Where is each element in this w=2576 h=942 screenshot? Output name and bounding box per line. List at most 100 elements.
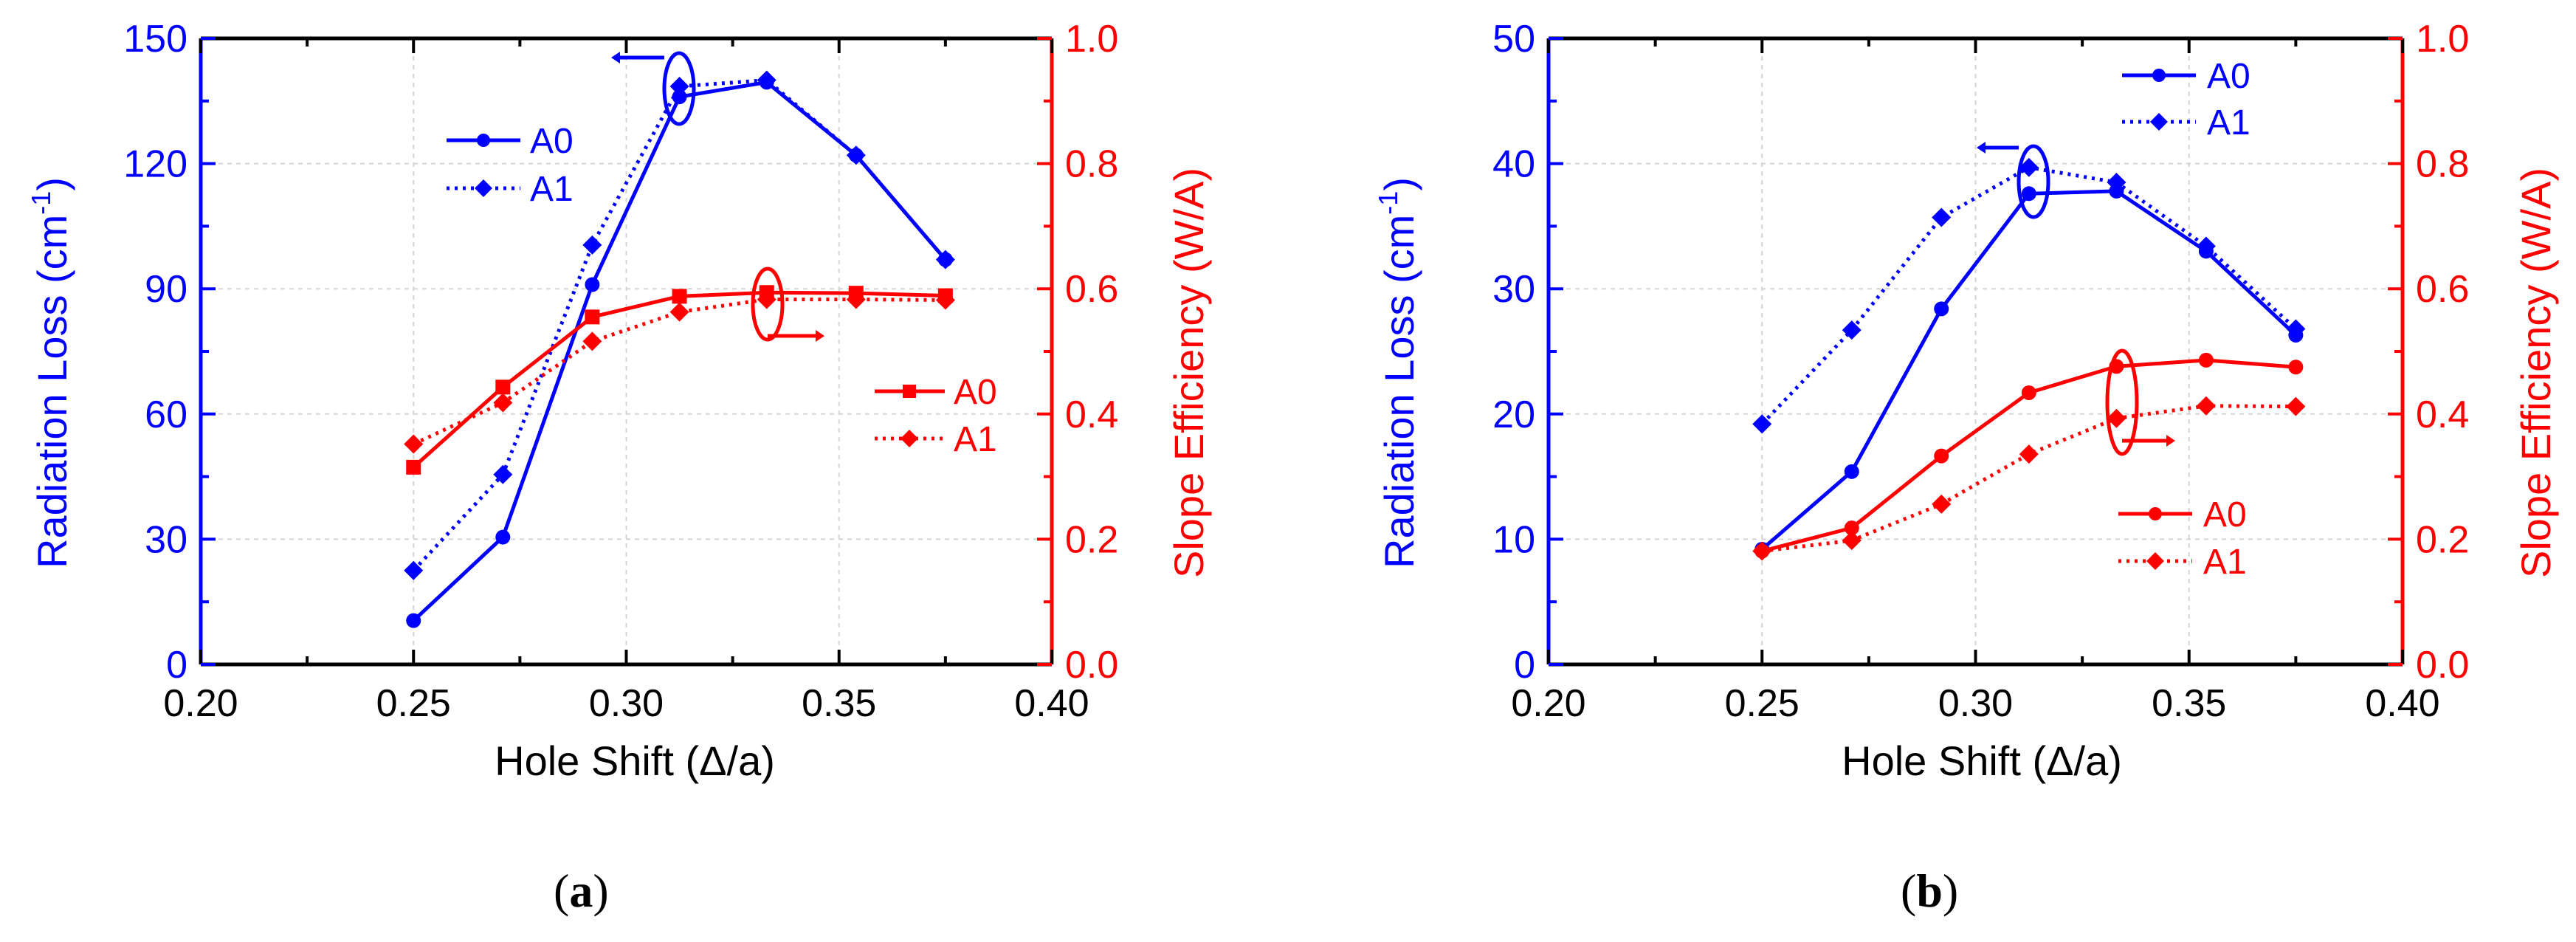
y-left-tick-label: 20: [1492, 393, 1535, 436]
legend-blue: A0 A1: [447, 122, 574, 209]
data-point: [1842, 320, 1862, 340]
legend-label-a0-blue: A0: [2207, 57, 2250, 96]
y-axis-label-left: Radiation Loss (cm-1): [26, 177, 75, 568]
data-point: [1842, 531, 1862, 551]
data-point: [669, 302, 689, 322]
data-point: [2286, 319, 2306, 339]
data-point: [585, 277, 600, 292]
data-point: [1752, 414, 1772, 434]
data-point: [493, 393, 513, 413]
legend-marker-circle: [477, 134, 490, 147]
caption-b: (b): [1901, 864, 1959, 917]
legend-marker-circle: [2152, 69, 2166, 82]
left-axis-indicator: [611, 51, 696, 126]
series-right-a1-dotted: [404, 289, 955, 454]
legend-label-a0-blue: A0: [530, 122, 574, 161]
x-tick-label: 0.20: [1511, 682, 1585, 725]
y-right-tick-label: 0.4: [1065, 393, 1118, 436]
right-axis-indicator: [2105, 348, 2175, 456]
series-layer: [404, 70, 955, 628]
data-point: [846, 145, 866, 165]
legend-label-a1-blue: A1: [530, 170, 574, 209]
y-left-tick-label: 30: [145, 518, 187, 561]
data-point: [2196, 236, 2216, 256]
data-point: [585, 309, 600, 325]
data-point: [404, 560, 424, 580]
y-right-tick-label: 0.2: [1065, 518, 1118, 561]
y-left-label-base: Radiation Loss (cm: [1376, 215, 1422, 568]
x-axis-label: Hole Shift (Δ/a): [1842, 738, 2122, 784]
x-tick-label: 0.40: [1014, 682, 1089, 725]
grid-lines: [1548, 38, 2403, 665]
data-point: [2288, 360, 2304, 375]
data-point: [1934, 448, 1949, 464]
legend-label-a1-red: A1: [954, 420, 997, 459]
y-axis-label-right: Slope Efficiency (W/A): [2513, 168, 2559, 578]
x-tick-label: 0.30: [589, 682, 664, 725]
legend-marker-diamond: [2146, 552, 2164, 570]
y-right-tick-label: 0.4: [2416, 393, 2469, 436]
data-point: [2019, 444, 2039, 464]
data-point: [1932, 494, 1952, 514]
data-point: [582, 331, 602, 351]
series-left-a1-dotted: [1752, 157, 2306, 434]
y-left-label-close: ): [29, 177, 75, 191]
legend-label-a1-blue: A1: [2207, 103, 2250, 142]
data-point: [406, 459, 421, 475]
data-point: [2286, 396, 2306, 416]
x-axis-label: Hole Shift (Δ/a): [495, 738, 775, 784]
legend-marker-diamond: [475, 179, 492, 197]
y-left-tick-label: 0: [1514, 644, 1535, 687]
y-right-tick-label: 0.6: [2416, 268, 2469, 311]
data-point: [672, 89, 687, 105]
tick-marks: 0.20 0.25 0.30 0.35 0.40 0 30 60 90 120 150 0.0 0.2 0…: [123, 18, 1118, 725]
legend-marker-square: [903, 385, 916, 398]
data-point: [2021, 385, 2036, 400]
data-point: [1752, 541, 1772, 561]
data-point: [493, 464, 513, 484]
x-tick-label: 0.40: [2365, 682, 2439, 725]
data-point: [1844, 520, 1859, 536]
data-point: [1934, 301, 1949, 317]
series-right-a0-solid: [1754, 352, 2304, 559]
x-tick-label: 0.30: [1938, 682, 2013, 725]
data-point: [669, 77, 689, 97]
data-point: [2107, 408, 2126, 428]
y-left-tick-label: 50: [1492, 18, 1535, 61]
y-right-tick-label: 0.6: [1065, 268, 1118, 311]
y-left-tick-label: 0: [166, 644, 187, 687]
data-point: [2107, 173, 2126, 193]
legend-red: A0 A1: [2118, 495, 2247, 582]
data-point: [582, 235, 602, 255]
series-line: [412, 78, 947, 572]
y-left-tick-label: 10: [1492, 518, 1535, 561]
x-tick-label: 0.25: [376, 682, 451, 725]
caption-a: (a): [554, 864, 609, 917]
x-tick-label: 0.35: [802, 682, 876, 725]
y-right-tick-label: 1.0: [2416, 18, 2469, 61]
y-left-tick-label: 150: [123, 18, 187, 61]
data-point: [2196, 396, 2216, 416]
tick-marks: 0.20 0.25 0.30 0.35 0.40 0 10 20 30 40 50 0.0 0.2 0.4…: [1492, 18, 2469, 725]
caption-a-letter: a: [569, 864, 593, 917]
x-tick-label: 0.35: [2152, 682, 2226, 725]
right-axis-indicator: [751, 267, 824, 342]
legend-red: A0 A1: [875, 373, 997, 459]
data-point: [672, 289, 687, 304]
data-point: [495, 529, 511, 545]
chart-panel-a: 0.20 0.25 0.30 0.35 0.40 0 30 60 90 120 150 0.0 0.2 0…: [26, 18, 1212, 784]
x-tick-label: 0.25: [1725, 682, 1800, 725]
data-point: [2021, 186, 2036, 202]
data-point: [404, 434, 424, 454]
caption-b-letter: b: [1916, 864, 1943, 917]
legend-marker-diamond: [2150, 113, 2168, 131]
y-left-label-base: Radiation Loss (cm: [29, 215, 75, 568]
data-point: [757, 289, 776, 309]
y-left-tick-label: 90: [145, 268, 187, 311]
series-right-a1-dotted: [1752, 396, 2306, 561]
y-right-tick-label: 0.8: [1065, 143, 1118, 186]
data-point: [1932, 207, 1952, 227]
chart-panel-b: 0.20 0.25 0.30 0.35 0.40 0 10 20 30 40 50 0.0 0.2 0.4…: [1373, 18, 2559, 784]
data-point: [757, 70, 776, 90]
